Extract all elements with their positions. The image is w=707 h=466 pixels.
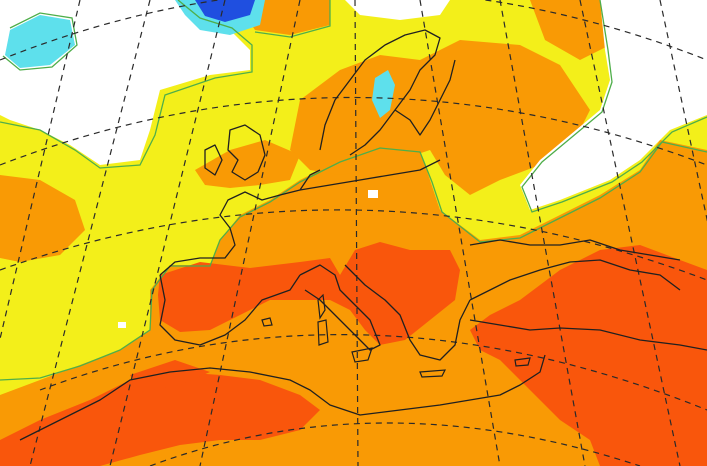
field-red-east <box>470 245 707 466</box>
field-red-north-africa <box>0 372 320 466</box>
coast-italy <box>299 264 381 351</box>
field-orange-scandinavia <box>290 40 590 195</box>
field-red-iberia-med <box>158 242 460 345</box>
coastlines <box>19 29 707 441</box>
field-white-top-center <box>345 0 450 20</box>
field-cyan-sweden <box>372 70 395 118</box>
island-sicily <box>351 347 373 363</box>
field-orange-uk <box>195 140 300 188</box>
island-cyprus <box>514 357 531 367</box>
coast-balkans <box>344 264 471 361</box>
islands <box>261 293 531 378</box>
white-speck-2 <box>368 190 378 198</box>
field-blue-north <box>195 0 255 22</box>
island-crete <box>419 369 447 378</box>
field-white-east <box>520 0 707 210</box>
island-sardinia <box>317 319 329 346</box>
coast-scandinavia <box>319 29 441 156</box>
island-balearic <box>261 317 273 327</box>
field-red-small-west <box>130 360 210 392</box>
white-speck <box>118 322 126 328</box>
island-corsica <box>317 293 326 320</box>
contour-lines <box>0 0 707 381</box>
coast-uk <box>227 124 266 181</box>
coast-north-africa <box>19 354 546 441</box>
coast-iberia <box>159 169 321 276</box>
field-cyan-west <box>5 15 75 68</box>
field-orange-atlantic <box>0 175 85 262</box>
coast-black-sea <box>469 259 681 301</box>
